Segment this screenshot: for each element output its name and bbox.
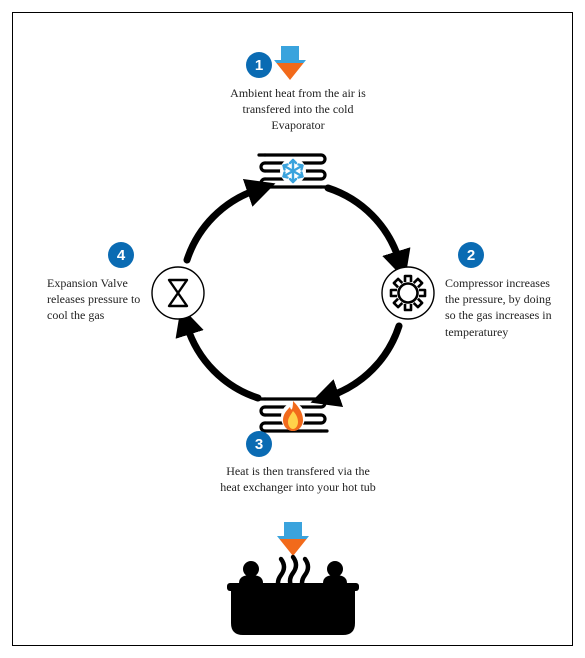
step-2-label: Compressor increases the pressure, by do… <box>445 275 557 340</box>
step-3-label: Heat is then transfered via the heat exc… <box>218 463 378 495</box>
step-4-label: Expansion Valve releases pressure to coo… <box>47 275 162 324</box>
step-2-badge-number: 2 <box>467 247 475 264</box>
step-3-badge: 3 <box>246 431 272 457</box>
step-1-label: Ambient heat from the air is transfered … <box>218 85 378 134</box>
step-4-badge-number: 4 <box>117 247 125 264</box>
compressor-icon <box>382 267 434 319</box>
step-1-badge: 1 <box>246 52 272 78</box>
outlet-arrow-icon <box>277 522 309 556</box>
inlet-arrow-icon <box>274 46 306 80</box>
step-4-badge: 4 <box>108 242 134 268</box>
evaporator-icon <box>259 155 327 187</box>
step-1-badge-number: 1 <box>255 57 263 74</box>
diagram-frame: 1 2 3 4 Ambient heat from the air is tra… <box>12 12 573 646</box>
hot-tub-icon <box>227 557 359 635</box>
step-3-badge-number: 3 <box>255 436 263 453</box>
step-2-badge: 2 <box>458 242 484 268</box>
heat-exchanger-icon <box>259 399 327 431</box>
cycle-arrows <box>187 188 399 398</box>
